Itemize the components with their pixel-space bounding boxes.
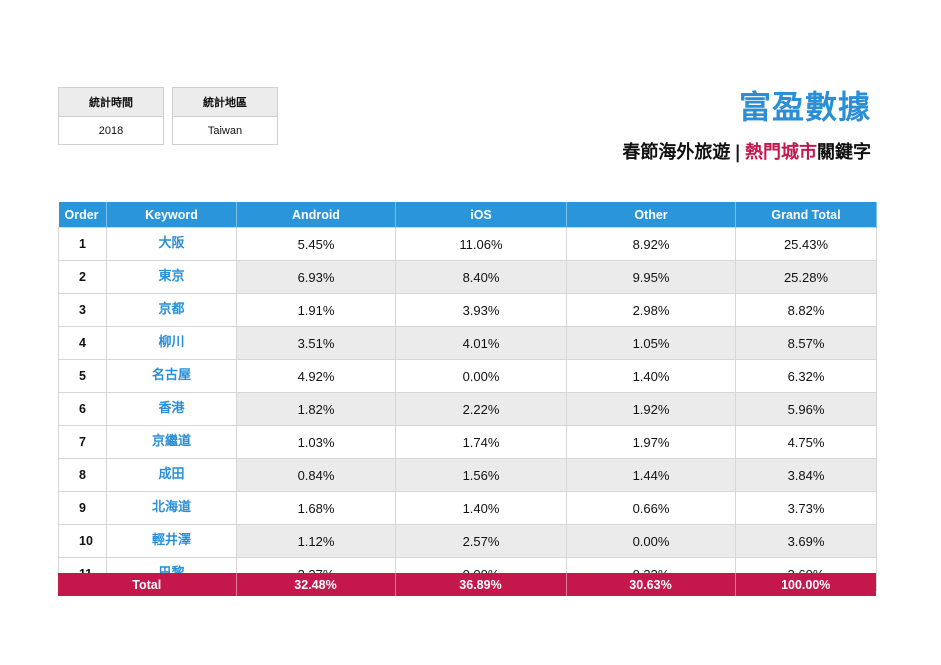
android-cell: 1.12% [236, 524, 396, 558]
grand-total-cell: 25.28% [735, 260, 877, 294]
header-android: Android [236, 202, 396, 228]
android-cell: 4.92% [236, 359, 396, 393]
ios-cell: 0.00% [395, 359, 567, 393]
keyword-table: Order Keyword Android iOS Other Grand To… [58, 202, 877, 591]
table-row: 8 成田 0.84% 1.56% 1.44% 3.84% [58, 458, 877, 492]
order-cell: 5 [58, 359, 107, 393]
ios-cell: 8.40% [395, 260, 567, 294]
table-row: 6 香港 1.82% 2.22% 1.92% 5.96% [58, 392, 877, 426]
ios-cell: 11.06% [395, 227, 567, 261]
order-cell: 7 [58, 425, 107, 459]
meta-value: Taiwan [207, 124, 243, 137]
meta-label: 統計地區 [173, 88, 277, 117]
android-cell: 1.82% [236, 392, 396, 426]
order-cell: 1 [58, 227, 107, 261]
grand-total-cell: 25.43% [735, 227, 877, 261]
order-cell: 4 [58, 326, 107, 360]
keyword-cell: 京都 [106, 293, 237, 327]
table-header-row: Order Keyword Android iOS Other Grand To… [58, 202, 877, 228]
header-order: Order [58, 202, 107, 228]
order-cell: 2 [58, 260, 107, 294]
android-cell: 0.84% [236, 458, 396, 492]
keyword-cell: 輕井澤 [106, 524, 237, 558]
ios-cell: 1.74% [395, 425, 567, 459]
table-row: 1 大阪 5.45% 11.06% 8.92% 25.43% [58, 227, 877, 261]
keyword-cell: 大阪 [106, 227, 237, 261]
other-cell: 0.66% [566, 491, 736, 525]
table-row: 7 京繼道 1.03% 1.74% 1.97% 4.75% [58, 425, 877, 459]
order-cell: 10 [58, 524, 107, 558]
totals-row: Total 32.48% 36.89% 30.63% 100.00% [58, 573, 876, 596]
order-cell: 9 [58, 491, 107, 525]
grand-total-cell: 4.75% [735, 425, 877, 459]
android-cell: 5.45% [236, 227, 396, 261]
ios-cell: 1.40% [395, 491, 567, 525]
subtitle-highlight: 熱門城市 [745, 142, 817, 163]
order-cell: 6 [58, 392, 107, 426]
android-cell: 6.93% [236, 260, 396, 294]
order-cell: 8 [58, 458, 107, 492]
meta-label: 統計時間 [59, 88, 163, 117]
other-cell: 2.98% [566, 293, 736, 327]
brand-logo-text: 富盈數據 [738, 88, 871, 126]
header-ios: iOS [395, 202, 567, 228]
meta-value: 2018 [98, 124, 124, 137]
other-cell: 1.05% [566, 326, 736, 360]
android-cell: 1.91% [236, 293, 396, 327]
total-grand: 100.00% [735, 573, 876, 596]
meta-box-region: 統計地區 Taiwan [172, 87, 278, 145]
other-cell: 1.44% [566, 458, 736, 492]
meta-box-period: 統計時間 2018 [58, 87, 164, 145]
android-cell: 3.51% [236, 326, 396, 360]
table-row: 10 輕井澤 1.12% 2.57% 0.00% 3.69% [58, 524, 877, 558]
subtitle-separator: | [734, 142, 741, 163]
keyword-cell: 名古屋 [106, 359, 237, 393]
keyword-cell: 成田 [106, 458, 237, 492]
subtitle-part1: 春節海外旅遊 [622, 142, 731, 163]
header-other: Other [566, 202, 736, 228]
total-android: 32.48% [236, 573, 396, 596]
keyword-cell: 北海道 [106, 491, 237, 525]
ios-cell: 2.57% [395, 524, 567, 558]
grand-total-cell: 8.57% [735, 326, 877, 360]
header-grand-total: Grand Total [735, 202, 877, 228]
android-cell: 1.03% [236, 425, 396, 459]
android-cell: 1.68% [236, 491, 396, 525]
keyword-cell: 香港 [106, 392, 237, 426]
table-row: 4 柳川 3.51% 4.01% 1.05% 8.57% [58, 326, 877, 360]
other-cell: 0.00% [566, 524, 736, 558]
subtitle-part2: 關鍵字 [817, 142, 871, 163]
ios-cell: 2.22% [395, 392, 567, 426]
other-cell: 8.92% [566, 227, 736, 261]
grand-total-cell: 8.82% [735, 293, 877, 327]
grand-total-cell: 3.73% [735, 491, 877, 525]
other-cell: 1.40% [566, 359, 736, 393]
table-row: 5 名古屋 4.92% 0.00% 1.40% 6.32% [58, 359, 877, 393]
grand-total-cell: 5.96% [735, 392, 877, 426]
header-keyword: Keyword [106, 202, 237, 228]
total-other: 30.63% [566, 573, 736, 596]
table-row: 3 京都 1.91% 3.93% 2.98% 8.82% [58, 293, 877, 327]
total-label: Total [58, 573, 237, 596]
keyword-cell: 柳川 [106, 326, 237, 360]
totals-table: Total 32.48% 36.89% 30.63% 100.00% [58, 573, 876, 596]
report-subtitle: 春節海外旅遊 | 熱門城市關鍵字 [622, 138, 871, 164]
order-cell: 3 [58, 293, 107, 327]
grand-total-cell: 6.32% [735, 359, 877, 393]
ios-cell: 1.56% [395, 458, 567, 492]
other-cell: 9.95% [566, 260, 736, 294]
grand-total-cell: 3.84% [735, 458, 877, 492]
ios-cell: 3.93% [395, 293, 567, 327]
keyword-cell: 京繼道 [106, 425, 237, 459]
keyword-cell: 東京 [106, 260, 237, 294]
ios-cell: 4.01% [395, 326, 567, 360]
table-row: 9 北海道 1.68% 1.40% 0.66% 3.73% [58, 491, 877, 525]
other-cell: 1.92% [566, 392, 736, 426]
grand-total-cell: 3.69% [735, 524, 877, 558]
table-row: 2 東京 6.93% 8.40% 9.95% 25.28% [58, 260, 877, 294]
other-cell: 1.97% [566, 425, 736, 459]
total-ios: 36.89% [395, 573, 567, 596]
